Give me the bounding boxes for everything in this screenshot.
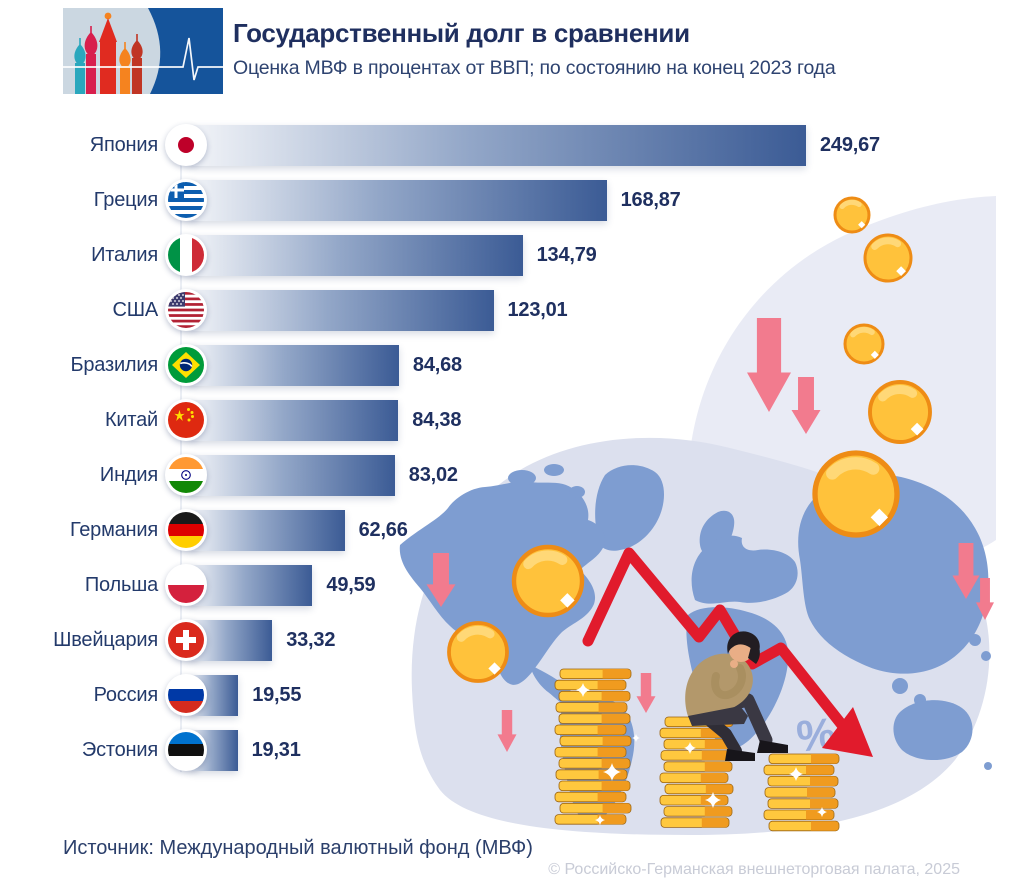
country-label: Польша [84,574,158,596]
falling-coin-icon [863,233,913,283]
country-label: Италия [91,244,158,266]
value-label: 19,31 [251,739,301,761]
flag-icon-china [165,399,207,441]
country-label: США [112,299,158,321]
declining-arrow-icon [582,547,873,757]
country-label: Индия [99,464,158,486]
chart-row: Эстония 19,31 [0,729,1024,771]
country-label: Греция [93,189,158,211]
debt-bar [190,510,345,551]
coin-stack [763,753,840,832]
country-label: Эстония [81,739,158,761]
value-label: 83,02 [408,464,458,486]
value-label: 84,38 [412,409,462,431]
country-label: Россия [93,684,159,706]
falling-coin-icon [447,621,509,683]
chart-row: Германия 62,66 [0,509,1024,551]
country-label: Германия [69,519,158,541]
value-label: 33,32 [286,629,336,651]
chart-row: Индия 83,02 [0,454,1024,496]
chamber-logo [63,8,223,94]
value-label: 84,68 [412,354,462,376]
value-label: 134,79 [536,244,597,266]
source-note: Источник: Международный валютный фонд (М… [63,837,533,859]
page-subtitle: Оценка МВФ в процентах от ВВП; по состоя… [233,57,836,79]
flag-icon-russia [165,674,207,716]
value-label: 49,59 [326,574,376,596]
coin-stack [554,668,632,825]
down-arrow-icon [747,318,791,412]
flag-icon-italy [165,234,207,276]
flag-icon-greece [165,179,207,221]
value-label: 249,67 [820,134,880,156]
debt-bar [190,125,806,166]
chart-row: Польша 49,59 [0,564,1024,606]
down-arrow-icon [976,578,994,620]
falling-coin-icon [812,450,900,538]
value-label: 123,01 [507,299,568,321]
chart-row: Италия 134,79 [0,234,1024,276]
sitting-person-icon [685,631,788,761]
debt-bar [190,235,523,276]
flag-icon-estonia [165,729,207,771]
chart-row: Китай 84,38 [0,399,1024,441]
country-label: Бразилия [70,354,158,376]
down-arrow-icon [636,673,656,713]
chart-row: Япония 249,67 [0,124,1024,166]
chart-row: США 123,01 [0,289,1024,331]
debt-bar [190,180,607,221]
heartbeat-pulse-icon [63,37,223,81]
chart-row: Бразилия 84,68 [0,344,1024,386]
flag-icon-poland [165,564,207,606]
debt-bar [190,290,494,331]
falling-coin-icon [868,380,932,444]
flag-icon-india [165,454,207,496]
bar-baseline [180,125,182,772]
down-arrow-icon [426,553,456,607]
chart-row: Швейцария 33,32 [0,619,1024,661]
debt-bar [190,400,399,441]
value-label: 62,66 [358,519,408,541]
copyright-watermark: © Российско-Германская внешнеторговая па… [548,861,960,878]
chart-row: Греция 168,87 [0,179,1024,221]
falling-coin-icon [833,196,871,234]
falling-coin-icon [511,544,585,618]
bar-chart: Япония 249,67 Греция 168,87 Италия 134,79 США 1… [0,124,1024,785]
country-label: Япония [89,134,158,156]
chart-row: Россия 19,55 [0,674,1024,716]
flag-icon-germany [165,509,207,551]
down-arrow-icon [952,543,980,599]
debt-bar [190,455,395,496]
value-label: 168,87 [620,189,681,211]
falling-coin-icon [843,323,885,365]
flag-icon-japan [165,124,207,166]
country-label: Швейцария [53,629,158,651]
page-title: Государственный долг в сравнении [233,18,690,48]
flag-icon-usa [165,289,207,331]
down-arrow-icon [497,710,517,752]
down-arrow-icon [791,377,821,434]
value-label: 19,55 [252,684,302,706]
flag-icon-switzerland [165,619,207,661]
country-label: Китай [104,409,158,431]
debt-bar [190,565,313,606]
flag-icon-brazil [165,344,207,386]
debt-bar [190,345,399,386]
